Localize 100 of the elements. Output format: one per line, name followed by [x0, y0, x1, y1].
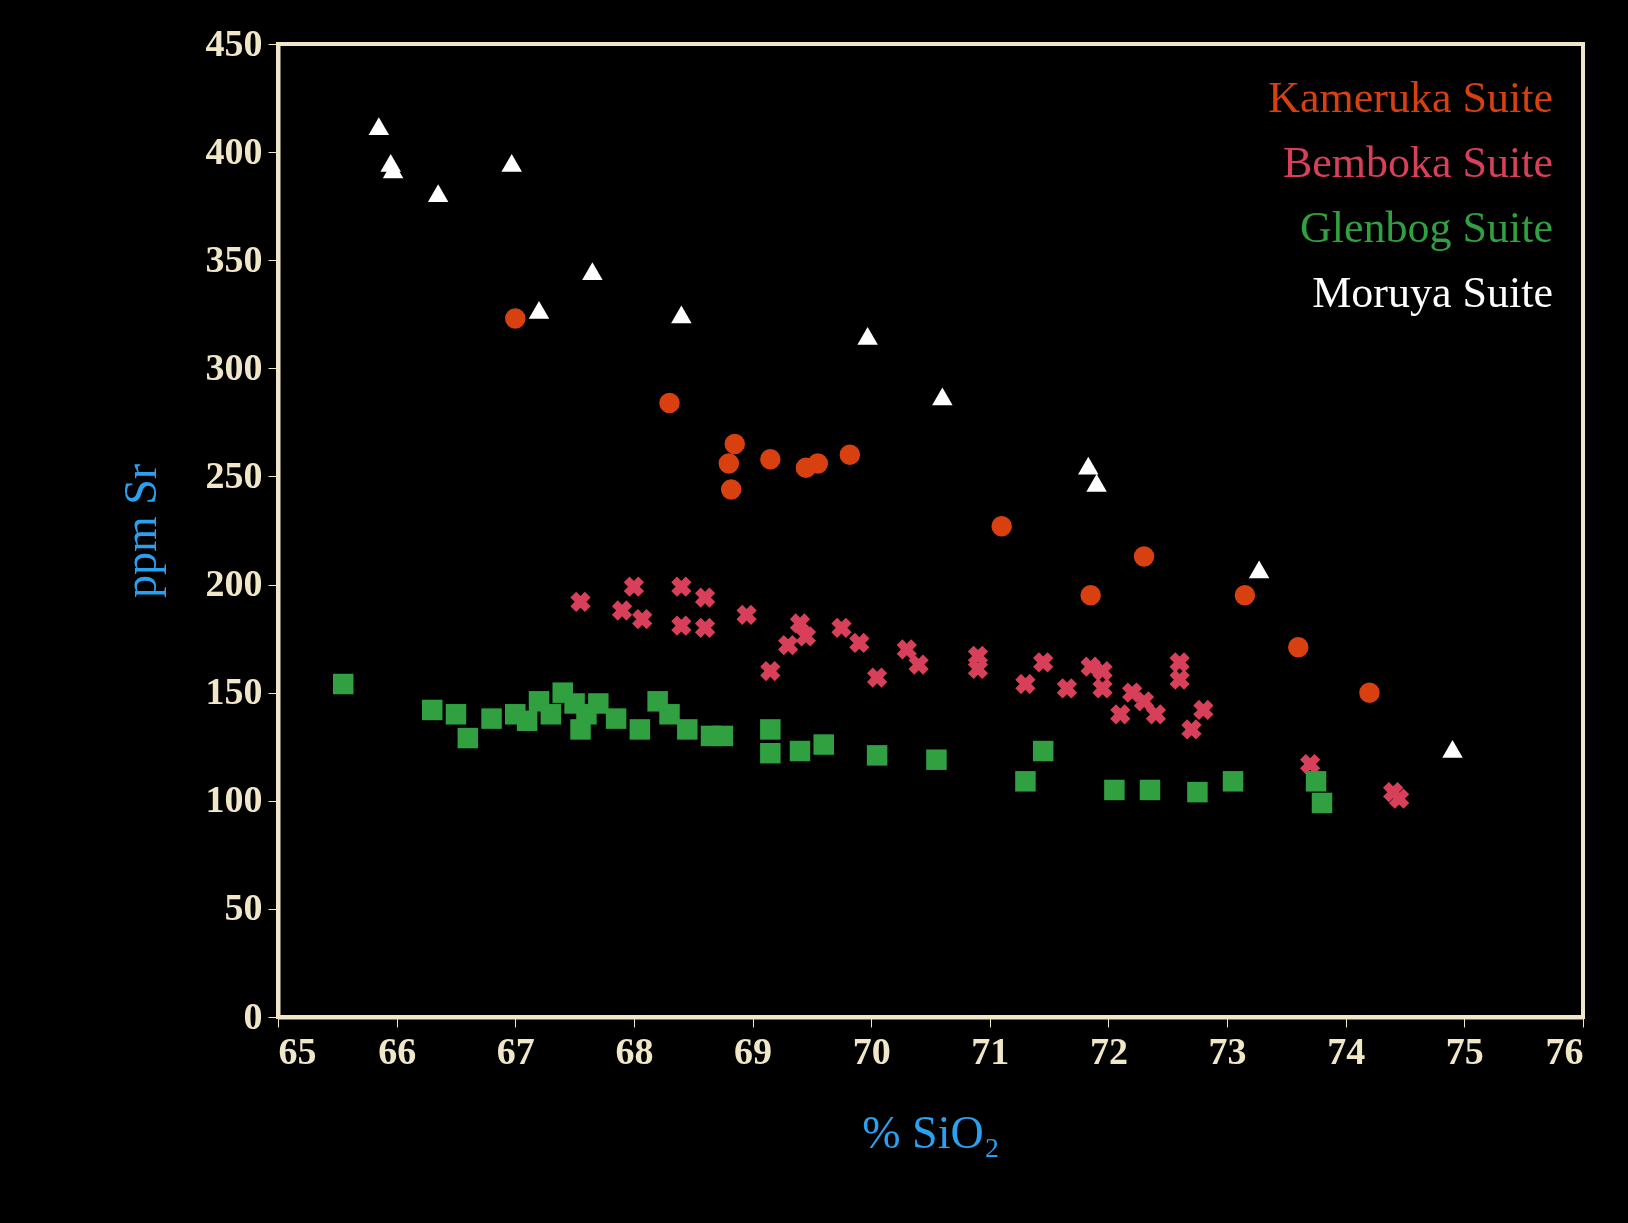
y-tick-label: 450	[205, 21, 263, 64]
x-tick-label: 71	[971, 1029, 1010, 1072]
point	[611, 600, 633, 621]
point	[807, 453, 829, 474]
y-tick-label: 300	[205, 345, 263, 388]
point	[694, 587, 716, 608]
point	[1359, 682, 1380, 703]
point	[789, 740, 811, 762]
point	[1248, 560, 1270, 579]
point	[427, 184, 449, 203]
text: Glenbog Suite	[1300, 203, 1553, 252]
point	[1187, 781, 1208, 803]
point	[1193, 699, 1214, 721]
point	[1086, 474, 1107, 492]
y-tick-label: 50	[224, 886, 263, 929]
y-tick-label: 0	[243, 994, 263, 1037]
point	[671, 576, 692, 597]
point	[1145, 704, 1167, 725]
point	[760, 719, 781, 740]
point	[866, 745, 888, 766]
point	[760, 660, 781, 682]
point	[623, 576, 645, 597]
point	[505, 308, 526, 329]
point	[1015, 673, 1036, 695]
y-tick-label: 400	[205, 129, 263, 172]
point	[926, 749, 947, 770]
point	[677, 719, 698, 740]
point	[1092, 660, 1113, 682]
y-tick-label: 150	[205, 670, 263, 713]
point	[795, 626, 817, 647]
point	[671, 305, 692, 324]
point	[857, 327, 878, 345]
x-tick-label: 69	[734, 1029, 773, 1072]
point	[1299, 753, 1321, 775]
point	[908, 654, 929, 675]
point	[896, 639, 917, 660]
x-tick-label: 67	[496, 1029, 535, 1072]
point	[368, 117, 390, 136]
point	[1078, 456, 1099, 475]
x-tick-label: 66	[378, 1029, 417, 1072]
x-tick-label: 73	[1208, 1029, 1247, 1072]
point	[1056, 678, 1078, 699]
point	[1015, 771, 1036, 792]
point	[839, 444, 861, 466]
point	[1110, 704, 1131, 725]
point	[501, 154, 522, 172]
point	[1133, 691, 1155, 712]
x-tick-label: 65	[278, 1029, 317, 1072]
x-tick-label: 72	[1089, 1029, 1128, 1072]
point	[712, 725, 734, 747]
point	[540, 704, 562, 725]
point	[570, 591, 591, 612]
point	[991, 515, 1012, 537]
point	[1169, 669, 1190, 690]
y-tick-label: 200	[205, 562, 263, 605]
point	[588, 693, 609, 714]
point	[1305, 771, 1327, 792]
point	[1181, 719, 1202, 740]
point	[694, 617, 716, 638]
point	[831, 617, 852, 638]
point	[333, 673, 354, 695]
point	[932, 387, 953, 406]
text: Kameruka Suite	[1268, 73, 1553, 122]
point	[736, 604, 757, 625]
point	[1234, 585, 1256, 606]
point	[1169, 652, 1190, 673]
point	[481, 708, 502, 729]
x-tick-label: 70	[852, 1029, 891, 1072]
y-axis-title: ppm Sr	[114, 463, 166, 599]
point	[516, 710, 538, 732]
text: Bemboka Suite	[1282, 138, 1553, 187]
point	[1104, 779, 1125, 801]
point	[1032, 740, 1054, 762]
point	[629, 719, 651, 740]
point	[777, 634, 799, 656]
point	[671, 615, 692, 636]
point	[582, 262, 603, 280]
x-tick-label: 74	[1327, 1029, 1366, 1072]
point	[849, 632, 870, 654]
point	[866, 667, 888, 688]
point	[718, 453, 740, 474]
x-tick-label: 76	[1545, 1029, 1584, 1072]
point	[1311, 792, 1333, 814]
point	[724, 433, 745, 455]
text: Moruya Suite	[1312, 268, 1553, 317]
point	[1133, 546, 1155, 567]
point	[1388, 788, 1410, 809]
y-tick-label: 350	[205, 237, 263, 280]
y-tick-label: 250	[205, 453, 263, 496]
point	[1442, 740, 1463, 758]
point	[1080, 585, 1101, 606]
point	[457, 727, 479, 749]
x-axis-title: % SiO₂	[862, 1106, 1000, 1158]
point	[421, 699, 443, 721]
point	[1222, 771, 1244, 792]
y-tick-label: 100	[205, 778, 263, 821]
point	[813, 734, 834, 755]
point	[1139, 779, 1161, 801]
point	[1033, 652, 1054, 673]
point	[760, 448, 781, 470]
